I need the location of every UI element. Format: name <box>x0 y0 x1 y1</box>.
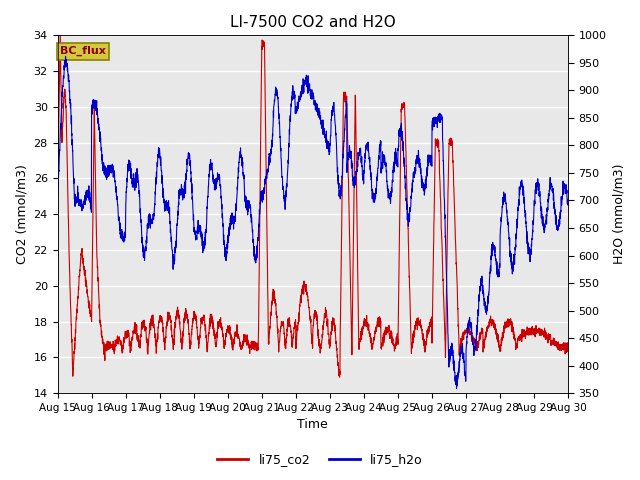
li75_co2 <box>250 346 257 352</box>
Line: li75_h2o: li75_h2o <box>58 56 568 388</box>
li75_co2 <box>499 329 507 335</box>
li75_co2 <box>272 303 280 309</box>
li75_co2 <box>54 189 61 194</box>
Y-axis label: CO2 (mmol/m3): CO2 (mmol/m3) <box>15 164 28 264</box>
li75_h2o <box>452 385 460 391</box>
li75_co2 <box>564 346 572 351</box>
li75_co2 <box>142 334 150 340</box>
li75_co2 <box>336 374 344 380</box>
li75_co2 <box>56 28 64 34</box>
X-axis label: Time: Time <box>298 419 328 432</box>
li75_h2o <box>499 199 507 204</box>
Legend: li75_co2, li75_h2o: li75_co2, li75_h2o <box>212 448 428 471</box>
li75_h2o <box>54 192 61 198</box>
li75_h2o <box>564 202 572 208</box>
Line: li75_co2: li75_co2 <box>58 31 568 377</box>
Text: BC_flux: BC_flux <box>60 46 106 56</box>
Title: LI-7500 CO2 and H2O: LI-7500 CO2 and H2O <box>230 15 396 30</box>
li75_h2o <box>112 189 120 195</box>
li75_h2o <box>142 238 150 243</box>
li75_h2o <box>272 84 280 90</box>
li75_h2o <box>554 226 562 232</box>
li75_co2 <box>554 339 562 345</box>
Y-axis label: H2O (mmol/m3): H2O (mmol/m3) <box>612 164 625 264</box>
li75_h2o <box>61 53 69 59</box>
li75_co2 <box>112 343 120 349</box>
li75_h2o <box>250 236 257 242</box>
